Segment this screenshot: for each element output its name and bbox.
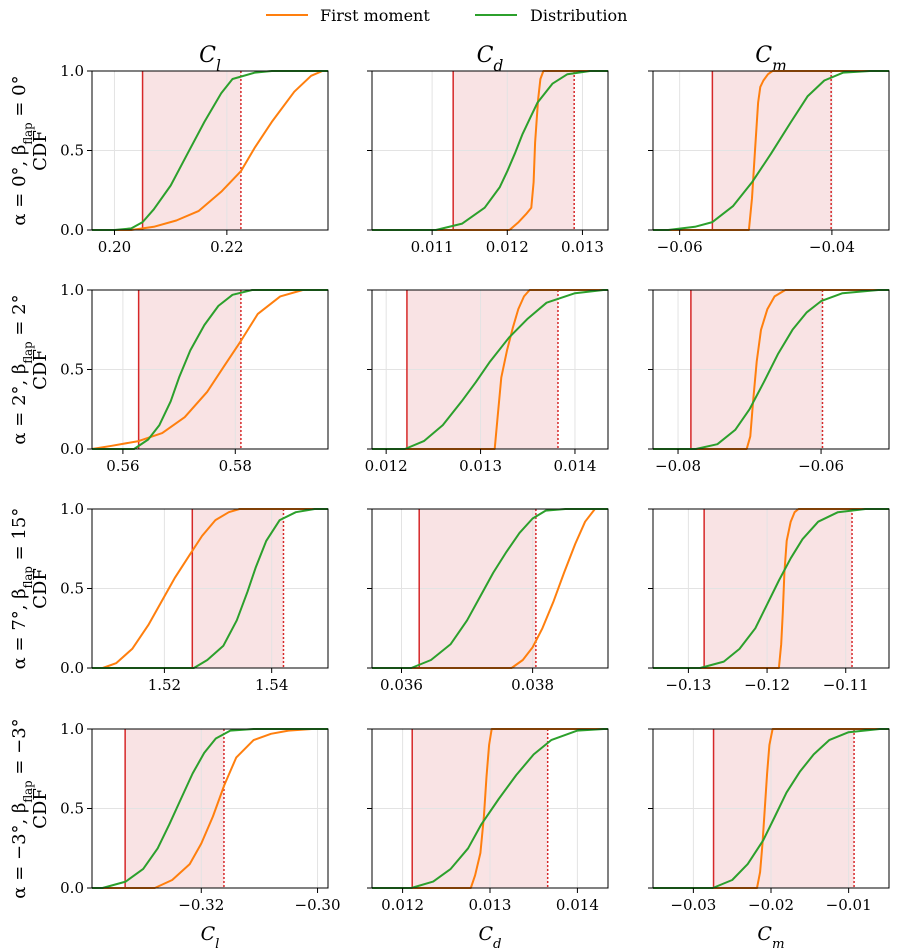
series-first-moment (372, 508, 608, 669)
row-label-condition-3: α = 7°, βflap = 15° (9, 508, 35, 670)
legend: First moment Distribution (266, 6, 627, 25)
panel-r3-c1: 1.52 1.54 0.0 0.5 1.0 (60, 500, 329, 694)
subplot-grid: 0.20 0.220.00.51.00.011 0.012 0.013 −0.06 −0.… (60, 62, 890, 914)
series-distribution (653, 508, 889, 669)
series-first-moment (92, 70, 328, 231)
x-tick-label: −0.03 (670, 896, 716, 914)
series-distribution (92, 70, 328, 231)
x-tick-label: −0.30 (295, 896, 341, 914)
x-tick-label: 0.013 (561, 238, 604, 256)
row-label-cdf-3: CDF (30, 568, 51, 609)
panel-r3-c2: 0.036 0.038 (367, 508, 609, 694)
x-tick-label: 0.013 (459, 457, 502, 475)
y-tick-label: 0.5 (60, 142, 84, 160)
series-first-moment (372, 289, 608, 450)
series-distribution (92, 289, 328, 450)
x-tick-label: 0.014 (556, 896, 599, 914)
row-label-cdf-2: CDF (30, 349, 51, 390)
x-tick-label: 0.58 (219, 457, 252, 475)
y-tick-label: 1.0 (60, 281, 84, 299)
legend-label-first-moment: First moment (320, 6, 430, 25)
x-axis-label-3: Cm (757, 923, 784, 948)
series-first-moment (653, 70, 889, 231)
y-tick-label: 1.0 (60, 720, 84, 738)
x-axis-label-2: Cd (478, 923, 501, 948)
x-tick-label: −0.06 (798, 457, 844, 475)
x-tick-label: 1.54 (255, 676, 288, 694)
series-first-moment (653, 289, 889, 450)
column-titles: Cl Cd Cm (199, 43, 787, 75)
x-tick-label: 0.011 (411, 238, 454, 256)
series-distribution (653, 70, 889, 231)
y-tick-label: 0.0 (60, 221, 84, 239)
series-first-moment (653, 728, 889, 889)
series-distribution (653, 728, 889, 889)
panel-r4-c2: 0.012 0.013 0.014 (367, 728, 609, 914)
series-distribution (92, 728, 328, 889)
series-distribution (372, 508, 608, 669)
panel-r4-c1: −0.32 −0.30 0.0 0.5 1.0 (60, 720, 340, 914)
y-tick-label: 0.5 (60, 800, 84, 818)
y-tick-label: 1.0 (60, 500, 84, 518)
panel-r3-c3: −0.13 −0.12 −0.11 (648, 508, 890, 694)
series-distribution (92, 508, 328, 669)
panel-r4-c3: −0.03 −0.02 −0.01 (648, 728, 890, 914)
series-distribution (372, 70, 608, 231)
x-axis-label-1: Cl (201, 923, 220, 948)
series-first-moment (372, 728, 608, 889)
panel-r2-c1: 0.56 0.58 0.0 0.5 1.0 (60, 281, 329, 475)
series-distribution (372, 289, 608, 450)
x-axis-labels: Cl Cd Cm (201, 923, 785, 948)
x-tick-label: 0.013 (469, 896, 512, 914)
x-tick-label: 0.22 (210, 238, 243, 256)
x-tick-label: −0.12 (744, 676, 790, 694)
column-title-1: Cl (199, 43, 221, 75)
row-label-condition-4: α = −3°, βflap = −3° (9, 718, 35, 898)
x-tick-label: 0.20 (98, 238, 131, 256)
x-tick-label: 0.038 (511, 676, 554, 694)
row-label-condition-1: α = 0°, βflap = 0° (9, 75, 35, 225)
y-tick-label: 0.0 (60, 440, 84, 458)
x-tick-label: −0.04 (809, 238, 855, 256)
y-tick-label: 0.5 (60, 580, 84, 598)
panel-r1-c1: 0.20 0.22 0.0 0.5 1.0 (60, 62, 329, 256)
series-first-moment (653, 508, 889, 669)
row-label-cdf-4: CDF (30, 788, 51, 829)
panel-r1-c2: 0.011 0.012 0.013 (367, 70, 609, 256)
x-tick-label: −0.13 (665, 676, 711, 694)
x-tick-label: −0.06 (657, 238, 703, 256)
series-first-moment (91, 289, 328, 450)
y-tick-label: 0.5 (60, 361, 84, 379)
x-tick-label: −0.01 (826, 896, 872, 914)
row-label-cdf-1: CDF (30, 130, 51, 171)
panel-r1-c3: −0.06 −0.04 (648, 70, 890, 256)
series-distribution (372, 728, 608, 889)
x-tick-label: 0.014 (553, 457, 596, 475)
x-tick-label: −0.11 (823, 676, 869, 694)
x-tick-label: −0.08 (655, 457, 701, 475)
x-tick-label: 0.012 (381, 896, 424, 914)
x-tick-label: 0.036 (380, 676, 423, 694)
y-tick-label: 0.0 (60, 879, 84, 897)
legend-label-distribution: Distribution (530, 6, 627, 25)
x-tick-label: 0.012 (365, 457, 408, 475)
series-first-moment (92, 728, 328, 889)
y-tick-label: 0.0 (60, 659, 84, 677)
panel-r2-c2: 0.012 0.013 0.014 (365, 289, 609, 475)
column-title-2: Cd (477, 43, 504, 75)
x-tick-label: 0.012 (486, 238, 529, 256)
panel-r2-c3: −0.08 −0.06 (648, 289, 890, 475)
y-tick-label: 1.0 (60, 62, 84, 80)
x-tick-label: 1.52 (148, 676, 181, 694)
x-tick-label: −0.32 (178, 896, 224, 914)
series-distribution (653, 289, 889, 450)
series-first-moment (372, 70, 608, 231)
row-label-condition-2: α = 2°, βflap = 2° (9, 294, 35, 444)
x-tick-label: 0.56 (106, 457, 139, 475)
series-first-moment (92, 508, 328, 669)
x-tick-label: −0.02 (748, 896, 794, 914)
